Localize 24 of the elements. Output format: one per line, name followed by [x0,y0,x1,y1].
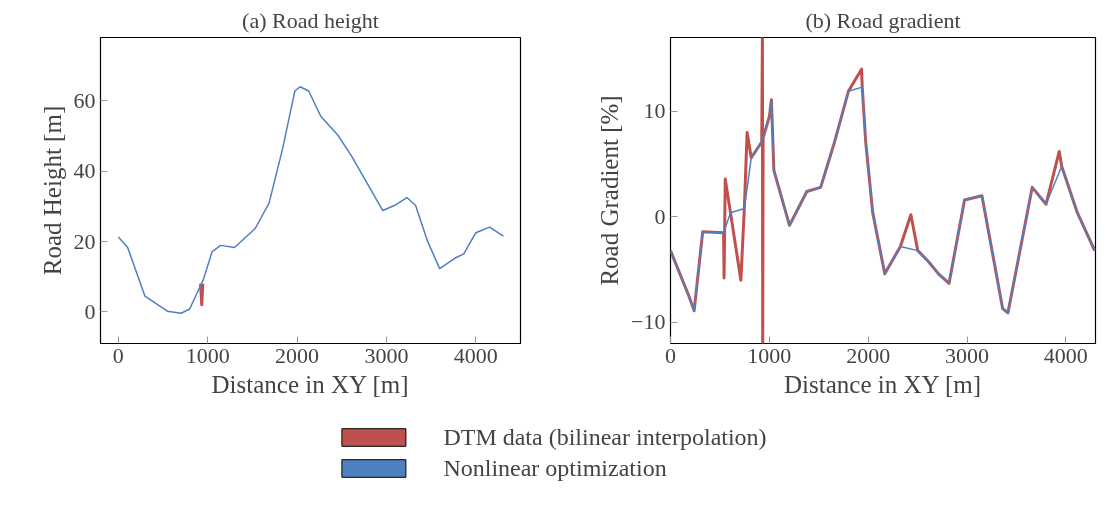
chart-title: (a) Road height [242,7,379,33]
x-tick-label: 3000 [364,342,409,368]
x-tick-label: 2000 [275,342,320,368]
x-tick-label: 0 [112,342,124,368]
x-tick-label: 1000 [185,342,230,368]
x-axis-title: Distance in XY [m] [784,370,982,398]
x-tick-label: 1000 [747,342,792,368]
x-tick-label: 4000 [1043,342,1088,368]
x-tick-label: 2000 [846,342,891,368]
legend-label: Nonlinear optimization [443,454,667,482]
y-tick-label: −10 [631,309,666,335]
y-tick-label: 0 [654,203,666,229]
x-axis-title: Distance in XY [m] [211,370,409,398]
y-axis-title: Road Gradient [%] [596,95,624,286]
legend-label: DTM data (bilinear interpolation) [443,423,767,451]
y-tick-label: 40 [73,158,96,184]
y-tick-label: 60 [73,87,96,113]
y-tick-label: 0 [84,298,96,324]
chart-title: (b) Road gradient [805,7,961,33]
x-tick-label: 4000 [453,342,498,368]
y-tick-label: 10 [643,98,666,124]
y-tick-label: 20 [73,228,96,254]
x-tick-label: 3000 [945,342,990,368]
y-axis-title: Road Height [m] [38,105,66,276]
